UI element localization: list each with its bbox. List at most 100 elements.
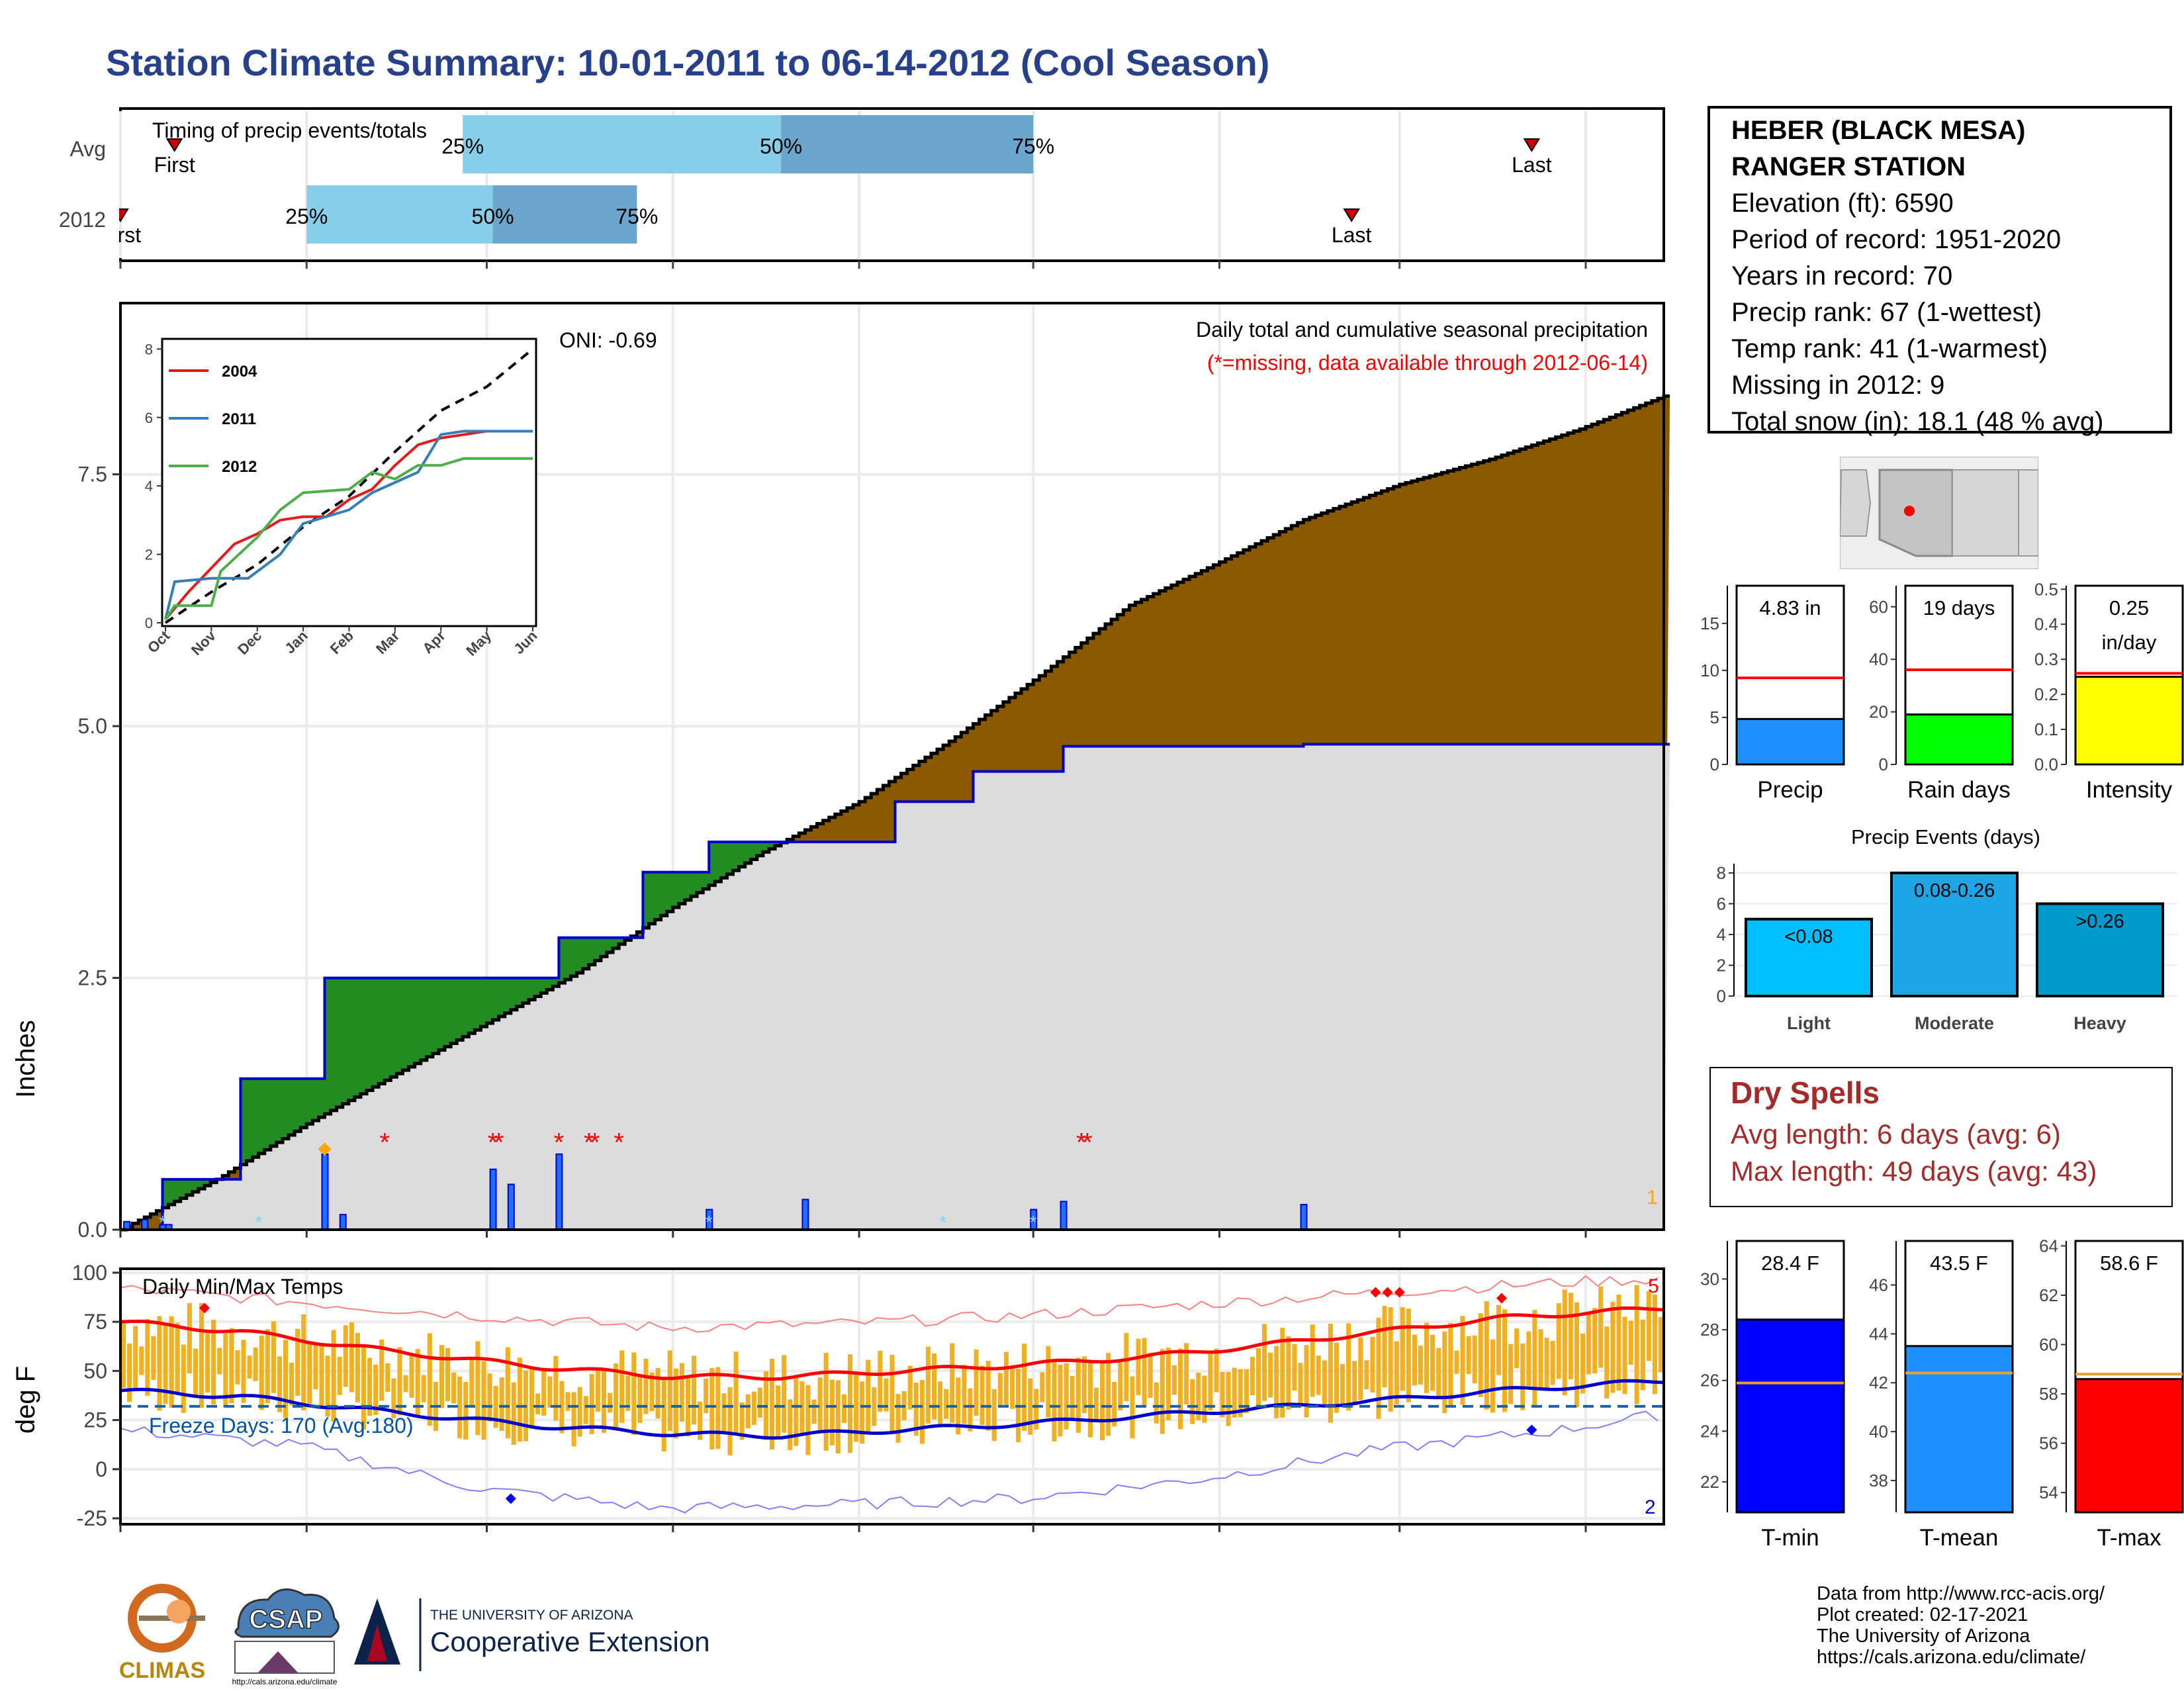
temps-title: Daily Min/Max Temps bbox=[142, 1275, 343, 1299]
avg-tmin-line bbox=[120, 1379, 1664, 1440]
events-bar bbox=[2036, 902, 2164, 997]
missing-marker: * bbox=[494, 1128, 504, 1157]
temp-ytick-label: 75 bbox=[83, 1310, 107, 1334]
station-name-line1: HEBER (BLACK MESA) bbox=[1731, 116, 2026, 145]
events-category-label: Light bbox=[1787, 1013, 1831, 1033]
precip-small-charts: 4.83 in 0 5 10 15 Precip 19 days 0 20 40 60 Rain da… bbox=[1700, 579, 2184, 803]
dry-spells-max: Max length: 49 days (avg: 43) bbox=[1731, 1156, 2097, 1187]
footer: Data from http://www.rcc-acis.org/ Plot … bbox=[1817, 1583, 2105, 1668]
timing-label-q25: 25% bbox=[441, 134, 484, 158]
inset-legend-label: 2004 bbox=[222, 363, 257, 381]
missing-marker: * bbox=[379, 1128, 390, 1157]
footer-url: https://cals.arizona.edu/climate/ bbox=[1817, 1647, 2086, 1668]
small-chart-category: Intensity bbox=[2086, 777, 2173, 803]
inset-series-line bbox=[164, 430, 533, 620]
season-2012-line bbox=[120, 743, 1670, 1231]
temps-ylabel: deg F bbox=[11, 1366, 40, 1434]
main-corner-note: 1 bbox=[1647, 1187, 1658, 1209]
events-category-label: Moderate bbox=[1915, 1013, 1994, 1033]
timing-bar-q50-q75 bbox=[492, 185, 637, 244]
small-chart-ytick-label: 28 bbox=[1700, 1320, 1719, 1340]
daily-precip-bar bbox=[489, 1168, 497, 1231]
inset-ytick-label: 4 bbox=[145, 478, 153, 494]
timing-bar-q25-q50 bbox=[463, 115, 782, 173]
small-chart-rain_days: 19 days 0 20 40 60 Rain days bbox=[1869, 584, 2022, 803]
main-ytick-label: 2.5 bbox=[78, 966, 107, 990]
svg-text:CLIMAS: CLIMAS bbox=[119, 1658, 205, 1683]
station-temp-rank: Temp rank: 41 (1-warmest) bbox=[1731, 334, 2048, 363]
temp-ytick-label: 50 bbox=[83, 1359, 107, 1383]
main-ytick-label: 5.0 bbox=[78, 714, 107, 738]
events-bar-label: >0.26 bbox=[2075, 911, 2124, 932]
timing-label-q50: 50% bbox=[472, 205, 514, 228]
dry-spells-avg: Avg length: 6 days (avg: 6) bbox=[1731, 1119, 2061, 1150]
small-chart-tmax: 58.6 F 54 56 58 60 62 64 T-max bbox=[2039, 1236, 2184, 1551]
max-event-marker bbox=[318, 1142, 332, 1156]
timing-last-label: Last bbox=[1512, 153, 1552, 177]
missing-marker: * bbox=[614, 1128, 624, 1157]
timing-last-label: Last bbox=[1332, 223, 1372, 247]
small-chart-ytick-label: 0.0 bbox=[2034, 754, 2058, 774]
daily-precip-bar bbox=[1060, 1201, 1068, 1231]
small-chart-category: Precip bbox=[1757, 777, 1823, 803]
small-chart-bar bbox=[1904, 713, 2014, 766]
small-chart-ytick-label: 58 bbox=[2039, 1384, 2058, 1404]
inset-ytick-label: 6 bbox=[145, 410, 153, 426]
small-chart-ytick-label: 24 bbox=[1700, 1421, 1719, 1441]
temp-ytick-label: 0 bbox=[95, 1457, 107, 1481]
missing-marker: * bbox=[488, 1128, 498, 1157]
inset-ytick-label: 0 bbox=[145, 615, 153, 631]
small-chart-bar bbox=[1735, 1318, 1845, 1514]
small-chart-ytick-label: 54 bbox=[2039, 1483, 2058, 1502]
main-chart-subtitle: (*=missing, data available through 2012-… bbox=[1207, 351, 1648, 375]
small-chart-ytick-label: 0.5 bbox=[2034, 579, 2058, 599]
temp-record-marker bbox=[1394, 1287, 1405, 1298]
small-chart-ytick-label: 5 bbox=[1710, 708, 1719, 727]
small-chart-ytick-label: 0.1 bbox=[2034, 719, 2058, 739]
csap-logo: CSAP http://cals.arizona.edu/climate bbox=[232, 1588, 340, 1686]
missing-marker: * bbox=[590, 1128, 600, 1157]
small-chart-ytick-label: 10 bbox=[1700, 661, 1719, 680]
footer-university: The University of Arizona bbox=[1817, 1625, 2030, 1647]
small-chart-bar bbox=[1735, 717, 1845, 766]
timing-last-marker bbox=[1523, 138, 1541, 152]
daily-precip-bar bbox=[555, 1153, 563, 1230]
timing-label-q25: 25% bbox=[285, 205, 328, 228]
station-total-snow: Total snow (in): 18.1 (48 % avg) bbox=[1731, 407, 2104, 436]
snow-marker: * bbox=[255, 1212, 262, 1232]
timing-title: Timing of precip events/totals bbox=[152, 118, 427, 142]
avg-tmax-line bbox=[120, 1306, 1664, 1381]
small-chart-ytick-label: 56 bbox=[2039, 1434, 2058, 1453]
daily-precip-bar bbox=[1300, 1203, 1308, 1231]
daily-temp-bars bbox=[121, 1285, 1663, 1456]
station-missing: Missing in 2012: 9 bbox=[1731, 371, 1945, 400]
temps-chart: -250255075100OctNovDecJanFebMarAprMayJun… bbox=[11, 1261, 1665, 1532]
small-chart-ytick-label: 40 bbox=[1869, 1422, 1888, 1441]
snow-marker: * bbox=[1030, 1212, 1037, 1232]
timing-label-q75: 75% bbox=[615, 205, 658, 228]
events-bar-label: 0.08-0.26 bbox=[1914, 880, 1995, 901]
main-ytick-label: 0.0 bbox=[78, 1218, 107, 1242]
small-chart-ytick-label: 42 bbox=[1869, 1373, 1888, 1393]
small-chart-bar bbox=[2074, 676, 2184, 766]
timing-label-q75: 75% bbox=[1012, 134, 1054, 158]
small-chart-ytick-label: 20 bbox=[1869, 702, 1888, 722]
small-chart-value-label: 0.25 bbox=[2109, 596, 2149, 619]
svg-text:Cooperative Extension: Cooperative Extension bbox=[430, 1626, 710, 1657]
small-chart-precip_total: 4.83 in 0 5 10 15 Precip bbox=[1700, 584, 1853, 803]
season-2012-area bbox=[120, 744, 1670, 1230]
small-chart-value-label: 58.6 F bbox=[2100, 1252, 2158, 1275]
daily-precip-bar bbox=[507, 1183, 515, 1230]
svg-text:http://cals.arizona.edu/climat: http://cals.arizona.edu/climate bbox=[232, 1677, 338, 1686]
timing-last-marker bbox=[1343, 208, 1360, 222]
timing-row-label-2012: 2012 bbox=[59, 208, 106, 232]
missing-marker: * bbox=[1082, 1128, 1093, 1157]
temp-record-marker bbox=[199, 1303, 210, 1314]
snow-marker: * bbox=[705, 1212, 713, 1232]
timing-first-label: First bbox=[154, 153, 195, 177]
small-chart-category: T-max bbox=[2097, 1525, 2161, 1551]
small-chart-ytick-label: 62 bbox=[2039, 1285, 2058, 1305]
snow-marker: * bbox=[1030, 1212, 1037, 1232]
snow-marker: * bbox=[940, 1212, 947, 1232]
small-chart-value-label2: in/day bbox=[2102, 631, 2157, 654]
